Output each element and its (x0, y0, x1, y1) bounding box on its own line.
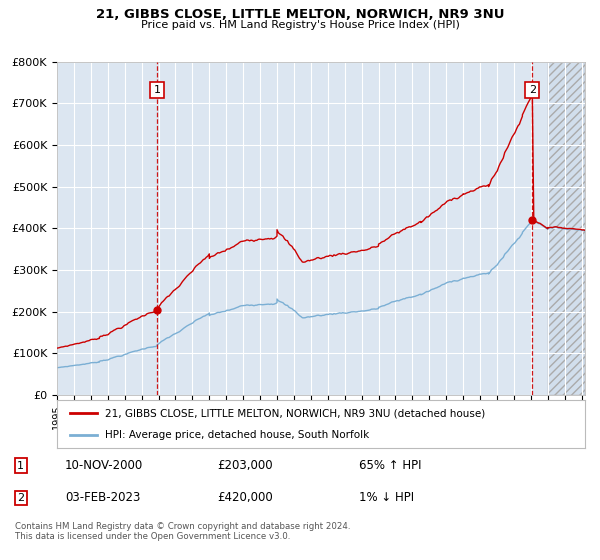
Text: £203,000: £203,000 (218, 459, 274, 473)
Text: 1% ↓ HPI: 1% ↓ HPI (359, 492, 414, 505)
Bar (548, 62, 585, 395)
Bar (548, 62, 585, 395)
Text: 10-NOV-2000: 10-NOV-2000 (65, 459, 143, 473)
Text: 21, GIBBS CLOSE, LITTLE MELTON, NORWICH, NR9 3NU (detached house): 21, GIBBS CLOSE, LITTLE MELTON, NORWICH,… (104, 408, 485, 418)
Text: 21, GIBBS CLOSE, LITTLE MELTON, NORWICH, NR9 3NU: 21, GIBBS CLOSE, LITTLE MELTON, NORWICH,… (96, 8, 504, 21)
Text: Price paid vs. HM Land Registry's House Price Index (HPI): Price paid vs. HM Land Registry's House … (140, 20, 460, 30)
Text: 65% ↑ HPI: 65% ↑ HPI (359, 459, 421, 473)
Text: 2: 2 (529, 85, 536, 95)
Text: Contains HM Land Registry data © Crown copyright and database right 2024.: Contains HM Land Registry data © Crown c… (15, 522, 350, 531)
Text: £420,000: £420,000 (218, 492, 274, 505)
Text: 1: 1 (17, 461, 24, 471)
Text: This data is licensed under the Open Government Licence v3.0.: This data is licensed under the Open Gov… (15, 532, 290, 541)
Text: 2: 2 (17, 493, 24, 503)
Text: 03-FEB-2023: 03-FEB-2023 (65, 492, 140, 505)
Text: HPI: Average price, detached house, South Norfolk: HPI: Average price, detached house, Sout… (104, 430, 369, 440)
Text: 1: 1 (154, 85, 161, 95)
